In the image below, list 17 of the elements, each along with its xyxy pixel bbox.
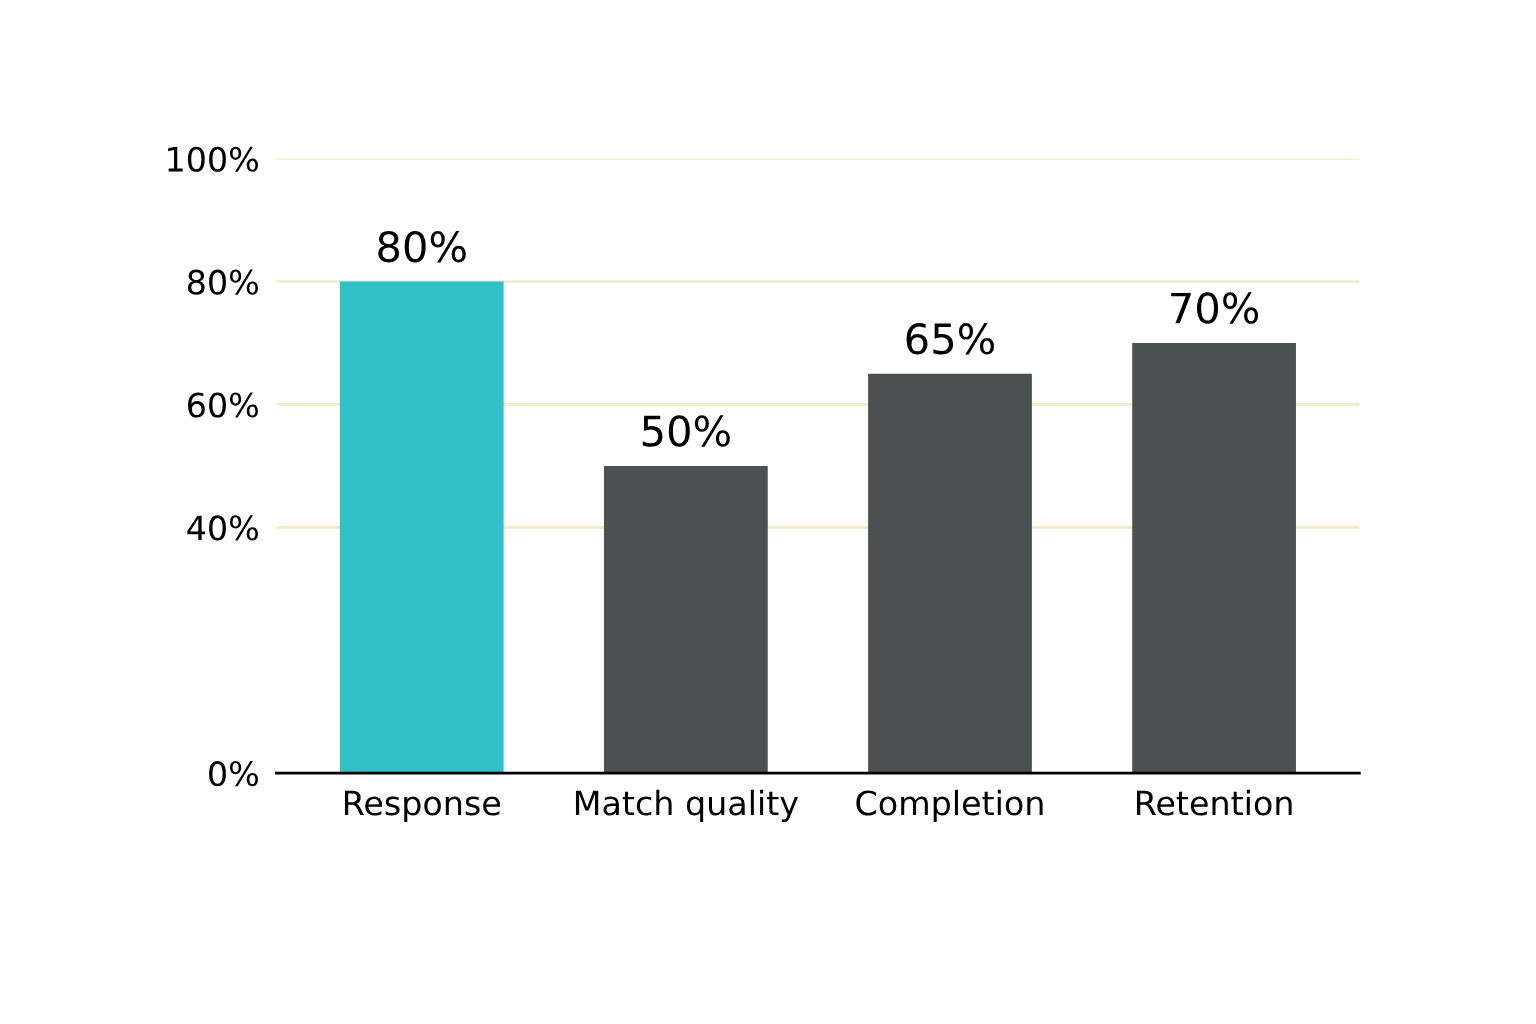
bar (603, 465, 768, 774)
y-tick-label: 40% (187, 515, 258, 541)
data-label: 65% (906, 323, 994, 355)
x-tick-label: Retention (1137, 789, 1292, 816)
bar (868, 373, 1032, 774)
bar (1132, 343, 1296, 774)
bar (339, 281, 504, 774)
y-tick-label: 80% (187, 269, 258, 295)
x-tick-label: Match quality (575, 789, 799, 823)
y-tick-label: 0% (209, 761, 258, 787)
x-tick-label: Completion (856, 789, 1043, 823)
y-tick-label: 100% (168, 146, 258, 172)
data-label: 50% (642, 415, 730, 447)
data-label: 80% (378, 230, 466, 263)
x-tick-label: Response (344, 790, 501, 823)
y-tick-label: 60% (188, 392, 258, 418)
data-label: 70% (1171, 292, 1259, 324)
